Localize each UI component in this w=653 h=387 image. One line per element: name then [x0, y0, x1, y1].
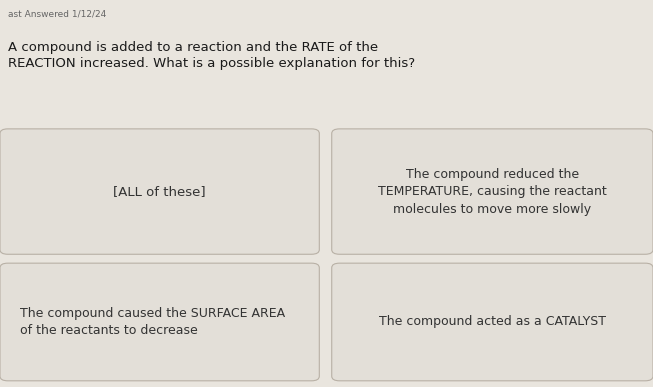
- Text: The compound acted as a CATALYST: The compound acted as a CATALYST: [379, 315, 606, 329]
- Text: A compound is added to a reaction and the RATE of the
REACTION increased. What i: A compound is added to a reaction and th…: [8, 41, 415, 70]
- FancyBboxPatch shape: [0, 129, 319, 254]
- FancyBboxPatch shape: [332, 263, 653, 381]
- Text: The compound caused the SURFACE AREA
of the reactants to decrease: The compound caused the SURFACE AREA of …: [20, 307, 285, 337]
- Text: ast Answered 1/12/24: ast Answered 1/12/24: [8, 10, 106, 19]
- Text: The compound reduced the
TEMPERATURE, causing the reactant
molecules to move mor: The compound reduced the TEMPERATURE, ca…: [378, 168, 607, 216]
- Text: [ALL of these]: [ALL of these]: [114, 185, 206, 198]
- FancyBboxPatch shape: [332, 129, 653, 254]
- FancyBboxPatch shape: [0, 263, 319, 381]
